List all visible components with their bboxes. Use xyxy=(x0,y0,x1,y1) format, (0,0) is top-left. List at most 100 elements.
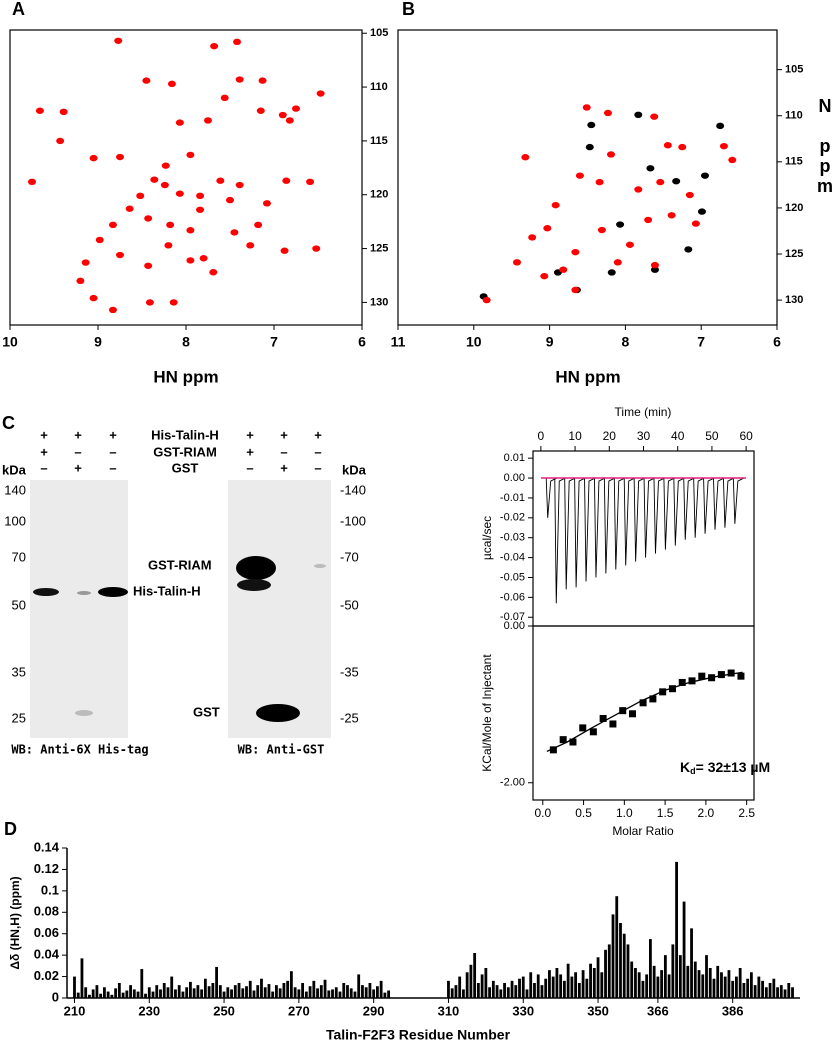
bar xyxy=(316,988,319,998)
bar xyxy=(319,985,323,998)
nmr-peak xyxy=(595,178,604,186)
condition-label: His-Talin-H xyxy=(151,427,219,442)
injection-peak xyxy=(683,477,695,540)
nmr-peak xyxy=(585,143,594,151)
injection-peak xyxy=(584,477,596,582)
x-tick-label: 40 xyxy=(671,429,685,443)
bar xyxy=(705,955,708,998)
bar xyxy=(607,944,611,998)
bar xyxy=(364,987,368,998)
marker-label: 25 xyxy=(12,710,26,725)
bar xyxy=(772,978,776,998)
condition-mark: – xyxy=(314,460,321,475)
bar xyxy=(144,993,147,998)
chart: 0 10 20 30 40 50 60 0.01 0.00 -0.01 -0.02 -0.03 -0.0… xyxy=(480,405,755,627)
bar xyxy=(166,987,170,998)
bar xyxy=(570,976,574,998)
nmr-peak xyxy=(587,121,596,129)
band xyxy=(75,710,93,716)
annotation-part: d xyxy=(690,766,696,776)
injection-peak xyxy=(603,477,616,574)
nmr-peak xyxy=(571,286,580,294)
bar xyxy=(331,989,334,998)
nmr-peak xyxy=(625,241,634,248)
bar xyxy=(596,957,600,998)
y-tick-label: 0.01 xyxy=(504,452,525,464)
bar xyxy=(323,979,327,998)
bar xyxy=(256,985,260,998)
bar xyxy=(129,985,132,998)
nmr-peak xyxy=(663,142,672,149)
bar xyxy=(462,989,465,998)
bar xyxy=(731,980,735,998)
data-point xyxy=(609,720,617,728)
x-tick-label: 2.5 xyxy=(738,806,755,820)
condition-label: GST-RIAM xyxy=(153,444,217,459)
bar xyxy=(735,976,738,998)
condition-mark: + xyxy=(314,427,322,442)
bar xyxy=(174,989,177,998)
bar xyxy=(716,965,720,998)
bar xyxy=(286,980,290,998)
nmr-peak xyxy=(175,190,184,197)
condition-mark: – xyxy=(109,444,116,459)
condition-mark: + xyxy=(40,444,48,459)
marker-label: -70 xyxy=(340,549,359,564)
bar xyxy=(723,976,727,998)
data-point xyxy=(678,678,686,686)
data-point xyxy=(569,738,577,746)
bar xyxy=(476,983,480,998)
bar xyxy=(125,990,129,998)
bar xyxy=(271,991,275,998)
nmr-peak xyxy=(678,143,687,151)
nmr-peak xyxy=(254,221,263,229)
nmr-peak xyxy=(210,42,219,50)
bar xyxy=(189,981,192,998)
plot-frame xyxy=(532,450,755,627)
condition-mark: + xyxy=(109,427,117,442)
bar xyxy=(491,980,495,998)
data-point xyxy=(589,728,597,736)
bar xyxy=(308,986,312,998)
bar xyxy=(585,978,589,998)
injection-peak xyxy=(722,477,735,528)
nmr-peak xyxy=(196,192,205,200)
bar xyxy=(151,991,155,998)
bar xyxy=(764,987,768,998)
plot-frame xyxy=(532,625,755,801)
y-tick-label: -0.02 xyxy=(500,512,525,524)
nmr-peak xyxy=(235,76,244,83)
nmr-peak xyxy=(282,177,291,184)
bar xyxy=(327,990,331,998)
nmr-peak xyxy=(175,119,184,126)
y-tick-label: 0.00 xyxy=(504,620,525,632)
bar xyxy=(338,991,342,998)
injection-peak xyxy=(693,477,705,538)
bar xyxy=(110,994,114,998)
x-tick-label: 9 xyxy=(546,334,554,350)
nmr-peak xyxy=(685,191,694,199)
marker-label: 50 xyxy=(12,597,26,612)
bar xyxy=(88,994,91,998)
bar xyxy=(181,991,185,998)
nmr-peak xyxy=(644,216,653,224)
nmr-peak xyxy=(144,215,153,222)
bar xyxy=(353,991,357,998)
y-tick-label: 120 xyxy=(370,189,388,201)
bar xyxy=(192,988,196,998)
bar xyxy=(611,914,615,998)
nmr-peak xyxy=(226,196,234,204)
y-tick-label: -0.01 xyxy=(500,492,525,504)
bar xyxy=(738,968,742,998)
y-axis-label: µcal/sec xyxy=(480,516,494,560)
y-tick-label: 130 xyxy=(785,294,803,306)
y-tick-label: 125 xyxy=(370,242,388,254)
nmr-peak xyxy=(607,269,616,276)
nmr-peak xyxy=(169,299,178,306)
bar xyxy=(293,987,297,998)
bar xyxy=(102,987,106,998)
data-point xyxy=(599,714,607,722)
condition-mark: + xyxy=(246,427,254,442)
bar xyxy=(577,983,581,998)
